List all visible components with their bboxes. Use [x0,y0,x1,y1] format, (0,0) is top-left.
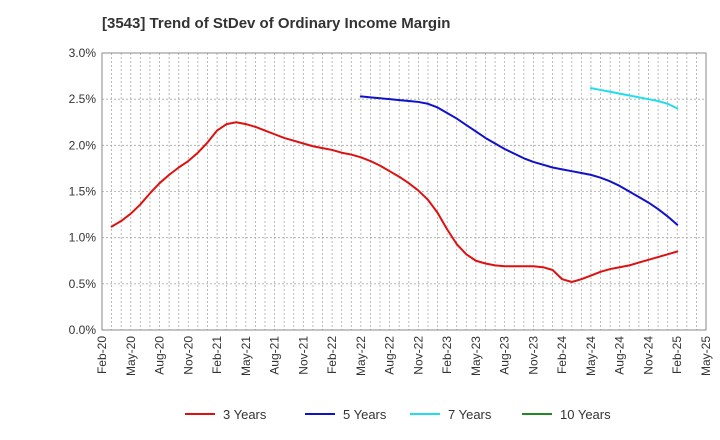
series-line-3-years [110,121,679,283]
chart-title: [3543] Trend of StDev of Ordinary Income… [102,15,450,32]
legend-label: 7 Years [448,407,492,422]
y-tick-label: 1.0% [69,231,97,245]
legend: 3 Years 5 Years 7 Years 10 Years [185,407,611,422]
x-tick-label: Feb-24 [555,336,569,374]
legend-label: 3 Years [223,407,267,422]
legend-item-7-years: 7 Years [410,407,492,422]
x-tick-label: May-22 [354,336,368,376]
x-tick-label: Feb-21 [210,336,224,374]
x-tick-label: Nov-20 [181,336,195,375]
legend-label: 10 Years [560,407,611,422]
legend-item-3-years: 3 Years [185,407,267,422]
x-tick-label: Nov-24 [641,336,655,375]
x-tick-label: May-24 [584,336,598,376]
x-tick-label: Aug-23 [498,336,512,375]
legend-item-5-years: 5 Years [305,407,387,422]
x-tick-label: Nov-21 [296,336,310,375]
y-tick-label: 0.5% [69,277,97,291]
x-axis: Feb-20 May-20 Aug-20 Nov-20 Feb-21 May-21 Aug-… [95,336,713,376]
y-tick-label: 3.0% [69,46,97,60]
y-tick-label: 1.5% [69,185,97,199]
series-line-5-years [359,95,679,226]
plot-border [101,52,707,331]
x-tick-label: Feb-25 [670,336,684,374]
x-tick-label: Aug-20 [153,336,167,375]
x-tick-label: Aug-21 [268,336,282,375]
x-tick-label: Aug-22 [383,336,397,375]
x-tick-label: Feb-23 [440,336,454,374]
x-tick-label: Feb-20 [95,336,109,374]
x-tick-label: May-21 [239,336,253,376]
series-line-7-years [589,87,679,110]
x-tick-label: Nov-23 [526,336,540,375]
x-tick-label: Feb-22 [325,336,339,374]
legend-label: 5 Years [343,407,387,422]
y-tick-label: 2.5% [69,92,97,106]
plot-area [101,52,707,331]
x-tick-label: May-23 [469,336,483,376]
series-layer [110,87,679,283]
y-tick-label: 2.0% [69,138,97,152]
x-tick-label: Aug-24 [613,336,627,375]
legend-item-10-years: 10 Years [522,407,611,422]
y-axis: 0.0% 0.5% 1.0% 1.5% 2.0% 2.5% 3.0% [69,46,97,337]
x-tick-label: Nov-22 [411,336,425,375]
x-tick-label: May-25 [699,336,713,376]
x-tick-label: May-20 [124,336,138,376]
y-tick-label: 0.0% [69,323,97,337]
